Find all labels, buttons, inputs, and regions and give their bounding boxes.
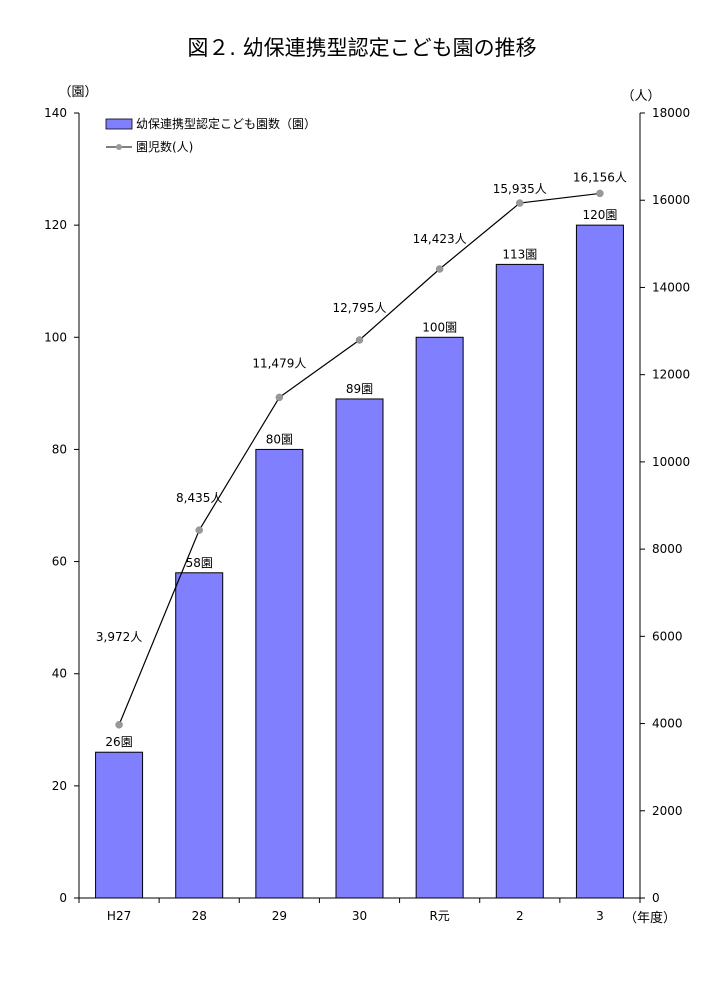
left-tick-label: 0 [59,891,67,905]
left-tick-label: 140 [44,106,67,120]
left-tick-label: 20 [52,779,67,793]
right-tick-label: 8000 [652,542,683,556]
right-tick-label: 18000 [652,106,690,120]
left-axis-unit: （園） [58,85,97,100]
bar-data-label: 100園 [422,320,457,334]
line-data-label: 14,423人 [413,232,467,246]
line-point [355,336,364,344]
line-series: 3,972人 8,435人 11,479人 12,795人 14,423人 15,935人… [96,170,627,729]
bar [95,751,144,899]
left-tick-label: 40 [52,667,67,681]
right-tick-label: 0 [652,891,660,905]
right-tick-label: 14000 [652,280,690,294]
line-data-label: 11,479人 [252,356,306,370]
bar [575,224,624,899]
chart-title: 図２. 幼保連携型認定こども園の推移 [187,36,536,60]
bar-data-label: 113園 [502,247,537,261]
bar-data-label: 26園 [105,735,132,749]
line-point [516,199,524,207]
x-tick-label: H27 [107,909,131,923]
left-tick-label: 60 [52,555,67,569]
right-tick-label: 12000 [652,368,690,382]
bar [335,398,384,899]
line-point [195,526,203,534]
line-point [275,393,284,402]
axes: 0 20 40 60 80 100 120 140 0 2000 4000 6000 8000 10000… [44,106,690,923]
bar-data-label: 89園 [346,382,373,396]
right-tick-label: 10000 [652,455,690,469]
bar [255,448,304,899]
x-tick-label: 28 [192,909,207,923]
line-point [596,189,604,198]
plot-area: 26園 58園 80園 89園 100園 113園 120園 3,972人 8,435人 11,… [44,106,690,923]
line-point [115,721,123,729]
legend: 幼保連携型認定こども園数（園） 園児数(人) [105,116,316,154]
bar [415,336,464,899]
line-point [435,265,444,273]
bar-data-label: 80園 [266,432,293,446]
bar [495,263,544,899]
right-tick-label: 4000 [652,717,683,731]
line-data-label: 3,972人 [96,630,142,644]
line-data-label: 15,935人 [493,182,547,196]
x-tick-label: 2 [516,909,524,923]
bar [175,572,224,899]
bar-data-label: 58園 [186,556,213,570]
x-axis-label: （年度） [624,910,676,926]
line-data-label: 8,435人 [176,491,222,505]
line-data-label: 16,156人 [573,170,627,184]
x-tick-label: 30 [352,909,367,923]
right-axis-unit: （人） [621,89,660,104]
legend-line-label: 園児数(人) [136,139,193,154]
right-tick-label: 16000 [652,193,690,207]
left-tick-label: 80 [52,442,67,456]
bar-data-label: 120園 [582,208,617,222]
legend-bar-label: 幼保連携型認定こども園数（園） [136,116,316,131]
left-tick-label: 100 [44,330,67,344]
right-tick-label: 6000 [652,629,683,643]
left-tick-label: 120 [44,218,67,232]
bar-series: 26園 58園 80園 89園 100園 113園 120園 [95,208,624,899]
x-tick-label: R元 [429,909,449,923]
line-data-label: 12,795人 [333,301,387,315]
legend-bar-swatch [105,118,133,130]
x-tick-label: 29 [272,909,287,923]
legend-line-marker [116,144,122,150]
x-tick-label: 3 [596,909,604,923]
right-tick-label: 2000 [652,804,683,818]
